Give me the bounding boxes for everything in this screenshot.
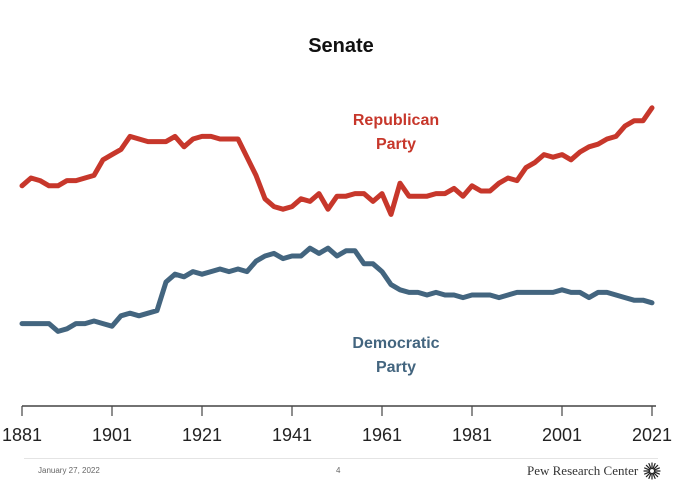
- sunburst-ray: [644, 467, 651, 471]
- footer-divider: [24, 458, 658, 459]
- x-axis-ticks: 1881 1901 1921 1941 1961 1981 2001 2021: [2, 406, 672, 445]
- x-tick-label: 1921: [182, 425, 222, 445]
- sunburst-ray: [645, 472, 652, 478]
- democratic-series-label-line1: Democratic: [352, 335, 439, 352]
- democratic-series-label-line2: Party: [376, 359, 416, 376]
- x-tick-label: 1901: [92, 425, 132, 445]
- sunburst-ray: [653, 464, 659, 470]
- sunburst-ray: [645, 464, 652, 470]
- x-tick-label: 1961: [362, 425, 402, 445]
- republican-series-label-line2: Party: [376, 136, 416, 153]
- sunburst-ray: [653, 467, 661, 471]
- sunburst-ray: [653, 472, 659, 478]
- sunburst-ray: [652, 472, 656, 479]
- x-tick-label: 1881: [2, 425, 42, 445]
- x-tick-label: 2001: [542, 425, 582, 445]
- x-tick-label: 1981: [452, 425, 492, 445]
- footer-brand-text: Pew Research Center: [527, 463, 639, 478]
- footer-brand: Pew Research Center: [527, 462, 661, 480]
- sunburst-ray: [648, 472, 652, 479]
- sunburst-ray: [653, 471, 661, 475]
- footer-date: January 27, 2022: [38, 466, 100, 475]
- democratic-series-line: [19, 245, 655, 334]
- sunburst-icon: [643, 462, 661, 480]
- republican-series-label-line1: Republican: [353, 112, 439, 129]
- sunburst-ray: [652, 463, 656, 470]
- x-tick-label: 2021: [632, 425, 672, 445]
- x-tick-label: 1941: [272, 425, 312, 445]
- chart-title: Senate: [308, 35, 374, 57]
- republican-series-line: [19, 105, 655, 217]
- footer-page-number: 4: [336, 466, 341, 475]
- sunburst-ray: [644, 471, 651, 475]
- sunburst-ray: [648, 463, 652, 470]
